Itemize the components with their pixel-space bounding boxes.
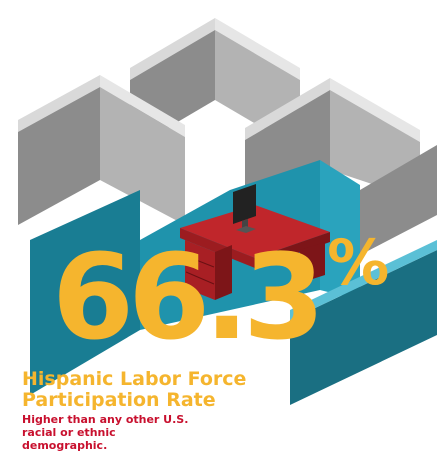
stat: 66.3% xyxy=(52,232,389,357)
wall-top xyxy=(18,75,100,132)
desk-top xyxy=(180,205,330,258)
wall-top xyxy=(130,18,215,80)
stat-value: 66.3 xyxy=(52,228,325,366)
teal-wall xyxy=(320,160,360,300)
gray-wall xyxy=(100,87,185,225)
desk-leg xyxy=(300,242,325,283)
desk-drawers xyxy=(185,240,215,300)
subtitle: Higher than any other U.S. racial or eth… xyxy=(22,413,189,452)
desk-edge xyxy=(255,232,330,268)
teal-wall xyxy=(290,250,437,405)
drawer-line xyxy=(185,271,215,285)
stat-unit: % xyxy=(327,226,390,299)
gray-wall xyxy=(360,145,437,255)
wall-top xyxy=(290,240,437,320)
drawer-line xyxy=(185,255,215,268)
desk-drawers xyxy=(215,245,232,300)
wall-top xyxy=(215,18,300,80)
desk-edge xyxy=(180,228,255,268)
teal-wall xyxy=(30,190,140,395)
gray-wall xyxy=(18,87,100,225)
wall-top xyxy=(330,78,420,142)
monitor xyxy=(233,184,256,224)
wall-top xyxy=(245,78,330,140)
title: Hispanic Labor Force Participation Rate xyxy=(22,368,247,411)
monitor-base xyxy=(236,226,256,233)
wall-top xyxy=(100,75,185,137)
